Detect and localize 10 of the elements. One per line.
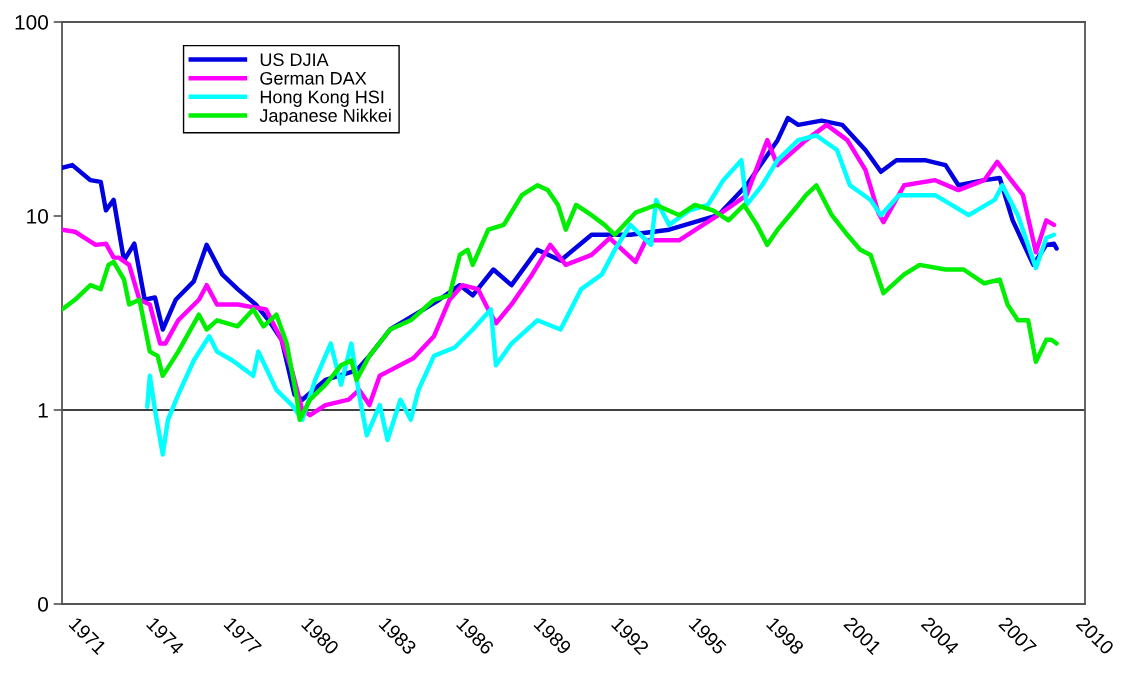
y-tick-label: 0 [38, 597, 48, 612]
legend-label: German DAX [260, 71, 367, 85]
y-tick-label: 100 [15, 15, 48, 30]
legend-label: Hong Kong HSI [260, 90, 384, 107]
line-series [145, 133, 1057, 457]
y-tick-label: 10 [27, 209, 48, 224]
y-tick-label: 1 [38, 403, 48, 418]
legend-label: US DJIA [260, 53, 329, 67]
legend-label: Japanese Nikkei [259, 108, 391, 126]
line-series [62, 183, 1059, 423]
